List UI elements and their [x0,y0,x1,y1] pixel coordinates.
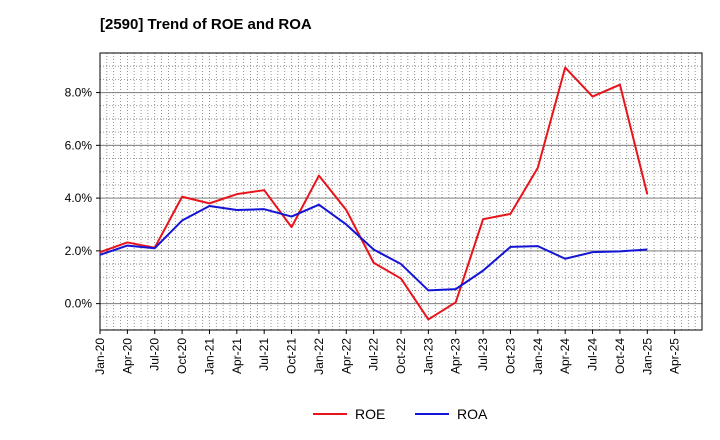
x-tick-label: Apr-24 [558,338,572,374]
x-axis: Jan-20 Apr-20 Jul-20 Oct-20 Jan-21 Apr-21 Jul-… [93,330,682,375]
y-tick-label: 6.0% [65,138,93,152]
legend-label-roa: ROA [457,406,488,422]
x-tick-label: Jan-21 [202,338,216,375]
x-tick-label: Jul-21 [257,338,271,371]
x-tick-label: Apr-21 [230,338,244,374]
y-tick-label: 8.0% [65,86,93,100]
x-tick-label: Jan-23 [421,338,435,375]
x-tick-label: Jul-23 [476,338,490,371]
x-tick-label: Jan-25 [640,338,654,375]
x-tick-label: Oct-24 [613,338,627,374]
x-tick-label: Jan-20 [93,338,107,375]
x-tick-label: Jul-20 [148,338,162,371]
x-tick-label: Oct-20 [175,338,189,374]
grid [99,52,703,330]
legend-label-roe: ROE [355,406,385,422]
x-tick-label: Apr-20 [120,338,134,374]
x-tick-label: Oct-23 [503,338,517,374]
series-line-roa [99,203,648,292]
y-tick-label: 2.0% [65,244,93,258]
series-line-roe [99,66,649,321]
x-tick-label: Apr-23 [449,338,463,374]
x-tick-label: Jan-24 [531,338,545,375]
x-tick-label: Apr-22 [339,338,353,374]
y-tick-label: 0.0% [65,297,93,311]
y-axis: 0.0% 2.0% 4.0% 6.0% 8.0% [65,86,100,311]
legend: ROE ROA [313,406,488,422]
x-tick-label: Jul-22 [367,338,381,371]
series-lines [99,66,649,321]
x-tick-label: Oct-21 [285,338,299,374]
chart-title: [2590] Trend of ROE and ROA [100,16,312,33]
x-tick-label: Apr-25 [668,338,682,374]
y-tick-label: 4.0% [65,191,93,205]
x-tick-label: Jan-22 [312,338,326,375]
x-tick-label: Jul-24 [586,338,600,371]
x-tick-label: Oct-22 [394,338,408,374]
